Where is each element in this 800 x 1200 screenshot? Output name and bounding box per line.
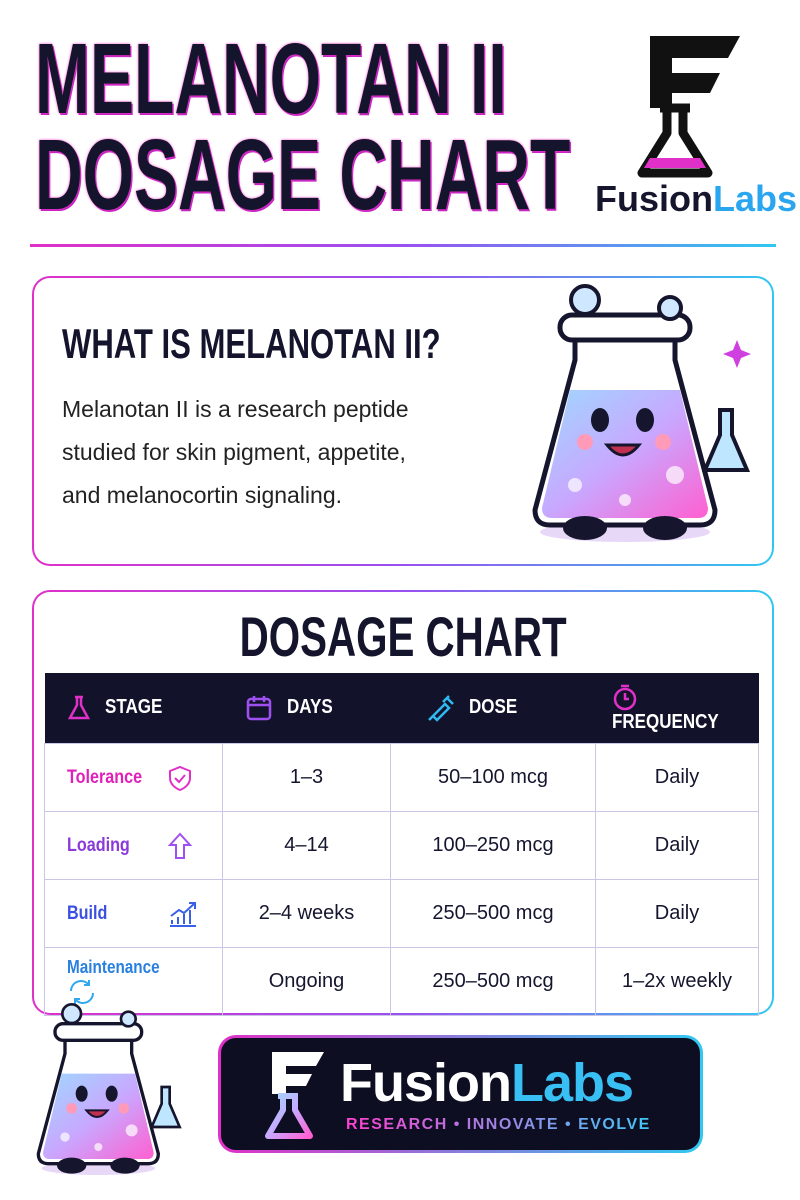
footer-tagline: RESEARCH • INNOVATE • EVOLVE <box>346 1116 651 1133</box>
mascot-illustration <box>36 1002 182 1177</box>
logo-name: Fusion <box>595 178 713 219</box>
cell: 1–2x weekly <box>595 947 759 1016</box>
cell: 100–250 mcg <box>390 811 596 880</box>
row: Loading 4–14 100–250 mcg Daily <box>44 811 759 880</box>
icon <box>70 980 94 1004</box>
icon <box>613 684 636 710</box>
body-line: studied for skin pigment, appetite, <box>62 439 406 465</box>
column-header: FREQUENCY <box>595 673 759 744</box>
row: Build 2–4 weeks 250–500 mcg Daily <box>44 879 759 948</box>
body-line: and melanocortin signaling. <box>62 482 343 508</box>
logo-suffix: Labs <box>712 178 798 219</box>
cell: 50–100 mcg <box>390 743 596 812</box>
brand-name: Fusion <box>340 1053 512 1113</box>
cell-text: Build <box>67 902 108 924</box>
icon <box>170 901 196 927</box>
column-header: STAGE <box>44 673 223 744</box>
brand-suffix: Labs <box>510 1053 634 1113</box>
header-text: STAGE <box>104 696 162 719</box>
cell: 2–4 weeks <box>222 879 391 948</box>
icon <box>67 695 90 720</box>
stage-cell: Loading <box>44 811 223 880</box>
column-header: DAYS <box>222 673 391 744</box>
dosage-heading: DOSAGE CHART <box>239 605 567 668</box>
intro-heading: WHAT IS MELANOTAN II? <box>62 320 441 367</box>
column-header: DOSE <box>390 673 596 744</box>
cell: Daily <box>595 879 759 948</box>
intro-body: Melanotan II is a research peptide studi… <box>62 388 408 517</box>
header-text: FREQUENCY <box>611 710 719 733</box>
row: Tolerance 1–3 50–100 mcg Daily <box>44 743 759 812</box>
dosage-table: STAGE DAYS DOSE FREQUENCY Tolerance 1–3 50… <box>44 673 759 1016</box>
title-line: DOSAGE CHART <box>35 119 571 231</box>
cell-text: Maintenance <box>67 957 160 977</box>
title-line: MELANOTAN II <box>35 23 507 135</box>
cell: Daily <box>595 811 759 880</box>
stage-cell: Build <box>44 879 223 948</box>
header-text: DOSE <box>468 696 517 719</box>
cell: 4–14 <box>222 811 391 880</box>
footer-logo-icon <box>265 1052 324 1139</box>
footer-brand: FusionLabs <box>340 1052 634 1114</box>
cell: 1–3 <box>222 743 391 812</box>
icon <box>427 695 454 722</box>
cell: 250–500 mcg <box>390 879 596 948</box>
logo-text: FusionLabs <box>595 178 797 220</box>
cell-text: Tolerance <box>67 766 143 788</box>
body-line: Melanotan II is a research peptide <box>62 396 409 422</box>
cell-text: Loading <box>67 834 130 856</box>
header-text: DAYS <box>286 696 333 719</box>
icon <box>169 765 191 791</box>
mascot-illustration <box>515 270 751 550</box>
cell: 250–500 mcg <box>390 947 596 1016</box>
divider <box>30 244 776 247</box>
logo-icon <box>637 36 740 178</box>
dosage-heading-wrap: DOSAGE CHART <box>32 604 774 669</box>
stage-cell: Tolerance <box>44 743 223 812</box>
icon <box>167 832 193 859</box>
cell: Daily <box>595 743 759 812</box>
icon <box>246 696 271 721</box>
cell: Ongoing <box>222 947 391 1016</box>
header-row: STAGE DAYS DOSE FREQUENCY <box>44 673 759 744</box>
